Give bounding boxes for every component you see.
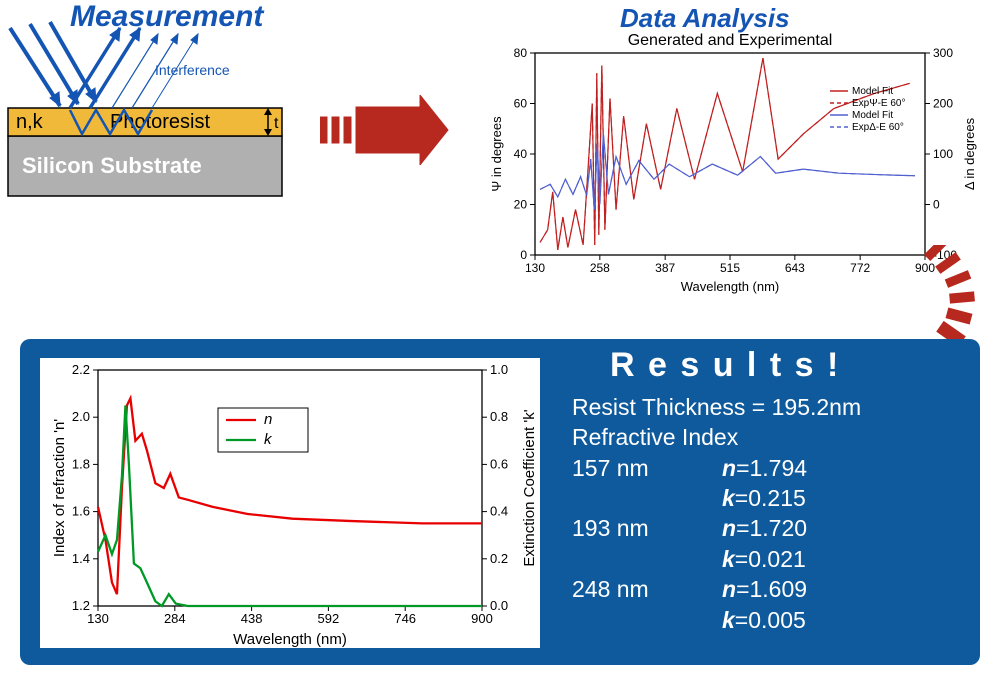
svg-text:ExpΨ-E 60°: ExpΨ-E 60° (852, 98, 906, 109)
svg-text:1.4: 1.4 (72, 551, 90, 566)
svg-text:746: 746 (394, 611, 416, 626)
thickness-line: Resist Thickness = 195.2nm (572, 392, 861, 422)
svg-text:772: 772 (850, 261, 870, 275)
svg-text:Δ in degrees: Δ in degrees (962, 117, 977, 190)
film-stack-diagram: Silicon Substrate n,k Photoresist t (0, 18, 300, 208)
svg-text:258: 258 (590, 261, 610, 275)
svg-text:0: 0 (520, 248, 527, 262)
svg-text:0.8: 0.8 (490, 409, 508, 424)
svg-text:Model Fit: Model Fit (852, 110, 893, 121)
svg-text:0.6: 0.6 (490, 456, 508, 471)
flow-arrow-1 (320, 95, 450, 165)
svg-text:2.2: 2.2 (72, 362, 90, 377)
results-row: 248 nmn=1.609k=0.005 (572, 574, 861, 635)
results-row: 157 nmn=1.794k=0.215 (572, 453, 861, 514)
svg-text:515: 515 (720, 261, 740, 275)
svg-text:0.0: 0.0 (490, 598, 508, 613)
svg-text:300: 300 (933, 46, 953, 60)
svg-text:n: n (264, 411, 272, 428)
svg-text:Wavelength (nm): Wavelength (nm) (233, 631, 347, 648)
svg-text:60: 60 (514, 97, 528, 111)
svg-text:100: 100 (933, 147, 953, 161)
results-title: R e s u l t s ! (610, 346, 840, 385)
svg-text:130: 130 (87, 611, 109, 626)
svg-text:1.6: 1.6 (72, 504, 90, 519)
svg-text:200: 200 (933, 97, 953, 111)
svg-text:438: 438 (241, 611, 263, 626)
svg-text:643: 643 (785, 261, 805, 275)
svg-text:Extinction Coefficient 'k': Extinction Coefficient 'k' (521, 409, 538, 566)
svg-text:80: 80 (514, 46, 528, 60)
substrate-label: Silicon Substrate (22, 153, 202, 178)
results-body: Resist Thickness = 195.2nm Refractive In… (572, 392, 861, 635)
nk-label: n,k (16, 111, 44, 133)
svg-text:20: 20 (514, 198, 528, 212)
svg-text:0.2: 0.2 (490, 551, 508, 566)
svg-text:387: 387 (655, 261, 675, 275)
svg-text:592: 592 (318, 611, 340, 626)
svg-text:0: 0 (933, 198, 940, 212)
svg-text:Generated and Experimental: Generated and Experimental (628, 32, 833, 49)
svg-text:1.0: 1.0 (490, 362, 508, 377)
svg-text:0.4: 0.4 (490, 504, 508, 519)
thickness-label: t (274, 115, 279, 132)
svg-text:1.2: 1.2 (72, 598, 90, 613)
svg-text:284: 284 (164, 611, 186, 626)
svg-text:ExpΔ-E 60°: ExpΔ-E 60° (852, 122, 904, 133)
svg-text:Index of refraction 'n': Index of refraction 'n' (51, 419, 68, 557)
results-table: 157 nmn=1.794k=0.215193 nmn=1.720k=0.021… (572, 453, 861, 635)
svg-text:2.0: 2.0 (72, 409, 90, 424)
svg-text:1.8: 1.8 (72, 456, 90, 471)
svg-text:Ψ in degrees: Ψ in degrees (489, 116, 504, 192)
nk-chart: 130 284 438 592 746 900 1.2 1.4 1.6 1.8 2.0 2.2 0.0 0… (40, 358, 540, 648)
svg-text:Wavelength (nm): Wavelength (nm) (681, 279, 780, 294)
ri-line: Refractive Index (572, 422, 861, 452)
svg-text:Model Fit: Model Fit (852, 86, 893, 97)
results-row: 193 nmn=1.720k=0.021 (572, 513, 861, 574)
svg-text:130: 130 (525, 261, 545, 275)
svg-text:900: 900 (471, 611, 493, 626)
svg-text:40: 40 (514, 147, 528, 161)
